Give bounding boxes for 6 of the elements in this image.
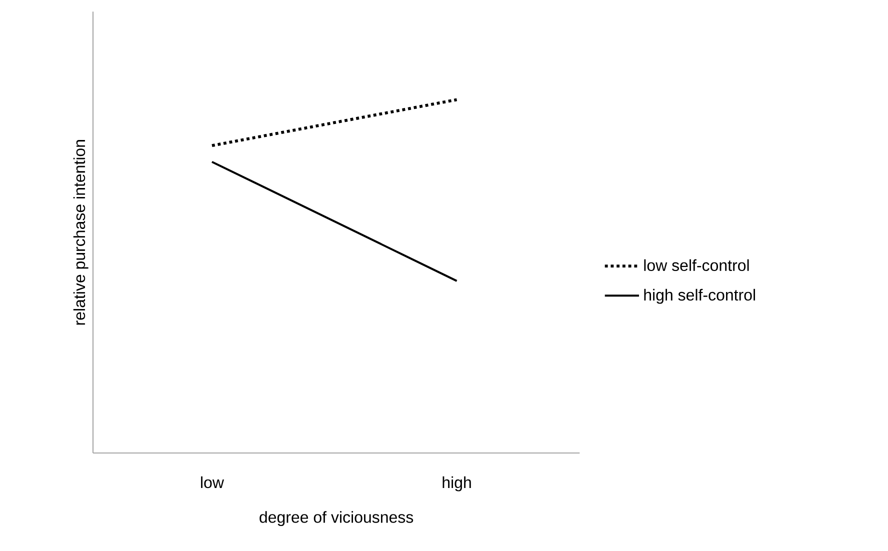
y-axis-title: relative purchase intention (73, 140, 88, 325)
legend-label: high self-control (644, 288, 755, 304)
x-tick-label: low (201, 476, 224, 488)
x-tick-label: high (442, 476, 471, 492)
x-axis-title: degree of viciousness (260, 511, 414, 526)
legend-label: low self-control (644, 259, 749, 272)
